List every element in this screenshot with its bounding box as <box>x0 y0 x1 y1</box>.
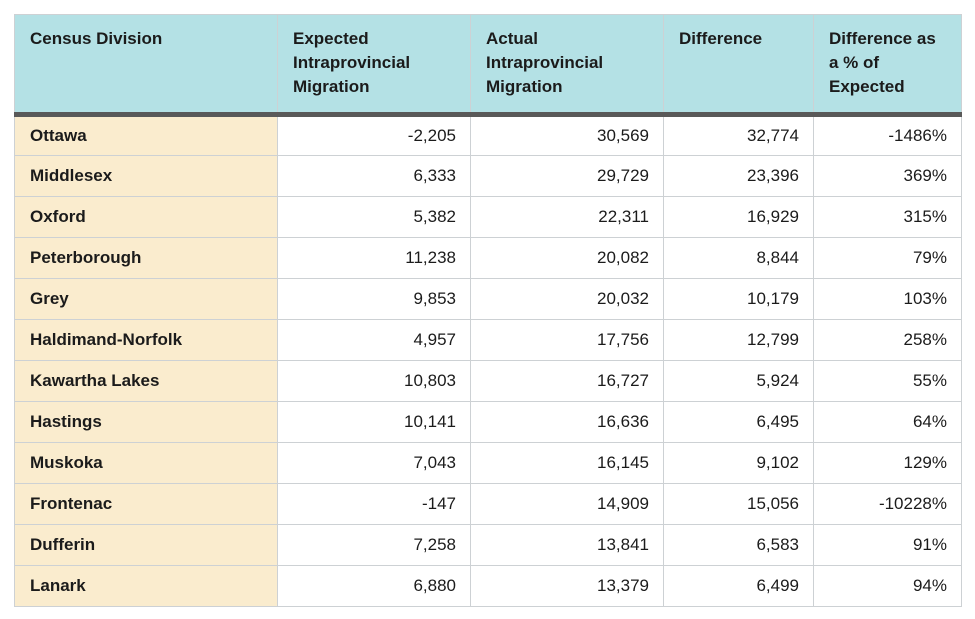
expected-migration-cell: 6,333 <box>277 155 471 197</box>
difference-cell: 12,799 <box>663 319 814 361</box>
expected-migration-cell: 5,382 <box>277 196 471 238</box>
division-cell: Ottawa <box>14 114 278 156</box>
division-cell: Lanark <box>14 565 278 607</box>
expected-migration-cell: -2,205 <box>277 114 471 156</box>
difference-pct-cell: 64% <box>813 401 962 443</box>
difference-cell: 9,102 <box>663 442 814 484</box>
division-cell: Haldimand-Norfolk <box>14 319 278 361</box>
difference-cell: 6,495 <box>663 401 814 443</box>
difference-cell: 10,179 <box>663 278 814 320</box>
table-row: Frontenac -147 14,909 15,056 -10228% <box>14 483 962 525</box>
table-row: Dufferin 7,258 13,841 6,583 91% <box>14 524 962 566</box>
difference-pct-cell: 94% <box>813 565 962 607</box>
table-body: Ottawa -2,205 30,569 32,774 -1486% Middl… <box>14 114 962 607</box>
column-header-difference: Difference <box>663 14 814 117</box>
difference-cell: 15,056 <box>663 483 814 525</box>
actual-migration-cell: 13,379 <box>470 565 664 607</box>
expected-migration-cell: -147 <box>277 483 471 525</box>
difference-cell: 6,583 <box>663 524 814 566</box>
actual-migration-cell: 30,569 <box>470 114 664 156</box>
column-header-actual-migration: Actual Intraprovincial Migration <box>470 14 664 117</box>
division-cell: Dufferin <box>14 524 278 566</box>
difference-cell: 23,396 <box>663 155 814 197</box>
table-row: Muskoka 7,043 16,145 9,102 129% <box>14 442 962 484</box>
division-cell: Grey <box>14 278 278 320</box>
table-row: Oxford 5,382 22,311 16,929 315% <box>14 196 962 238</box>
difference-cell: 32,774 <box>663 114 814 156</box>
table-row: Hastings 10,141 16,636 6,495 64% <box>14 401 962 443</box>
actual-migration-cell: 16,636 <box>470 401 664 443</box>
difference-pct-cell: 315% <box>813 196 962 238</box>
difference-cell: 6,499 <box>663 565 814 607</box>
expected-migration-cell: 9,853 <box>277 278 471 320</box>
division-cell: Kawartha Lakes <box>14 360 278 402</box>
migration-table: Census Division Expected Intraprovincial… <box>14 14 962 607</box>
division-cell: Muskoka <box>14 442 278 484</box>
expected-migration-cell: 7,258 <box>277 524 471 566</box>
difference-pct-cell: 79% <box>813 237 962 279</box>
table-row: Middlesex 6,333 29,729 23,396 369% <box>14 155 962 197</box>
header-row: Census Division Expected Intraprovincial… <box>14 14 962 117</box>
difference-cell: 16,929 <box>663 196 814 238</box>
expected-migration-cell: 7,043 <box>277 442 471 484</box>
actual-migration-cell: 20,032 <box>470 278 664 320</box>
expected-migration-cell: 10,141 <box>277 401 471 443</box>
difference-pct-cell: 91% <box>813 524 962 566</box>
actual-migration-cell: 14,909 <box>470 483 664 525</box>
difference-pct-cell: 103% <box>813 278 962 320</box>
division-cell: Frontenac <box>14 483 278 525</box>
actual-migration-cell: 16,145 <box>470 442 664 484</box>
difference-pct-cell: 129% <box>813 442 962 484</box>
expected-migration-cell: 10,803 <box>277 360 471 402</box>
actual-migration-cell: 22,311 <box>470 196 664 238</box>
division-cell: Oxford <box>14 196 278 238</box>
expected-migration-cell: 4,957 <box>277 319 471 361</box>
column-header-difference-pct: Difference as a % of Expected <box>813 14 962 117</box>
division-cell: Peterborough <box>14 237 278 279</box>
actual-migration-cell: 13,841 <box>470 524 664 566</box>
table-row: Grey 9,853 20,032 10,179 103% <box>14 278 962 320</box>
difference-pct-cell: -10228% <box>813 483 962 525</box>
table-row: Lanark 6,880 13,379 6,499 94% <box>14 565 962 607</box>
difference-cell: 5,924 <box>663 360 814 402</box>
difference-pct-cell: 258% <box>813 319 962 361</box>
difference-pct-cell: -1486% <box>813 114 962 156</box>
difference-cell: 8,844 <box>663 237 814 279</box>
actual-migration-cell: 20,082 <box>470 237 664 279</box>
expected-migration-cell: 11,238 <box>277 237 471 279</box>
table-row: Ottawa -2,205 30,569 32,774 -1486% <box>14 114 962 156</box>
actual-migration-cell: 16,727 <box>470 360 664 402</box>
difference-pct-cell: 55% <box>813 360 962 402</box>
actual-migration-cell: 17,756 <box>470 319 664 361</box>
expected-migration-cell: 6,880 <box>277 565 471 607</box>
table-row: Kawartha Lakes 10,803 16,727 5,924 55% <box>14 360 962 402</box>
actual-migration-cell: 29,729 <box>470 155 664 197</box>
division-cell: Hastings <box>14 401 278 443</box>
column-header-census-division: Census Division <box>14 14 278 117</box>
table-row: Haldimand-Norfolk 4,957 17,756 12,799 25… <box>14 319 962 361</box>
division-cell: Middlesex <box>14 155 278 197</box>
column-header-expected-migration: Expected Intraprovincial Migration <box>277 14 471 117</box>
table-row: Peterborough 11,238 20,082 8,844 79% <box>14 237 962 279</box>
difference-pct-cell: 369% <box>813 155 962 197</box>
